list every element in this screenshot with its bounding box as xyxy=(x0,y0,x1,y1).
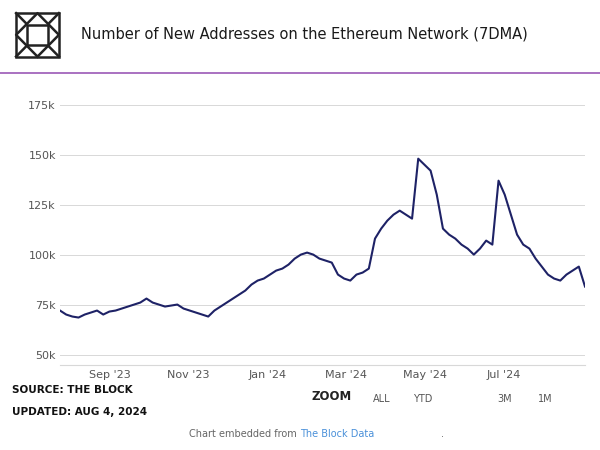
Text: Number of New Addresses on the Ethereum Network (7DMA): Number of New Addresses on the Ethereum … xyxy=(81,27,528,42)
Text: Chart embedded from: Chart embedded from xyxy=(189,429,300,439)
Polygon shape xyxy=(16,13,59,57)
Text: YTD: YTD xyxy=(413,394,433,404)
Text: ALL: ALL xyxy=(373,394,391,404)
Bar xyxy=(28,25,48,45)
Text: UPDATED: AUG 4, 2024: UPDATED: AUG 4, 2024 xyxy=(12,407,147,417)
Text: SOURCE: THE BLOCK: SOURCE: THE BLOCK xyxy=(12,385,133,395)
Text: 1M: 1M xyxy=(538,394,553,404)
Text: The Block Data: The Block Data xyxy=(300,429,374,439)
Text: .: . xyxy=(441,429,444,439)
Text: ZOOM: ZOOM xyxy=(312,391,352,403)
Text: 3M: 3M xyxy=(497,394,512,404)
Bar xyxy=(16,13,59,57)
Text: 12M: 12M xyxy=(452,394,475,404)
